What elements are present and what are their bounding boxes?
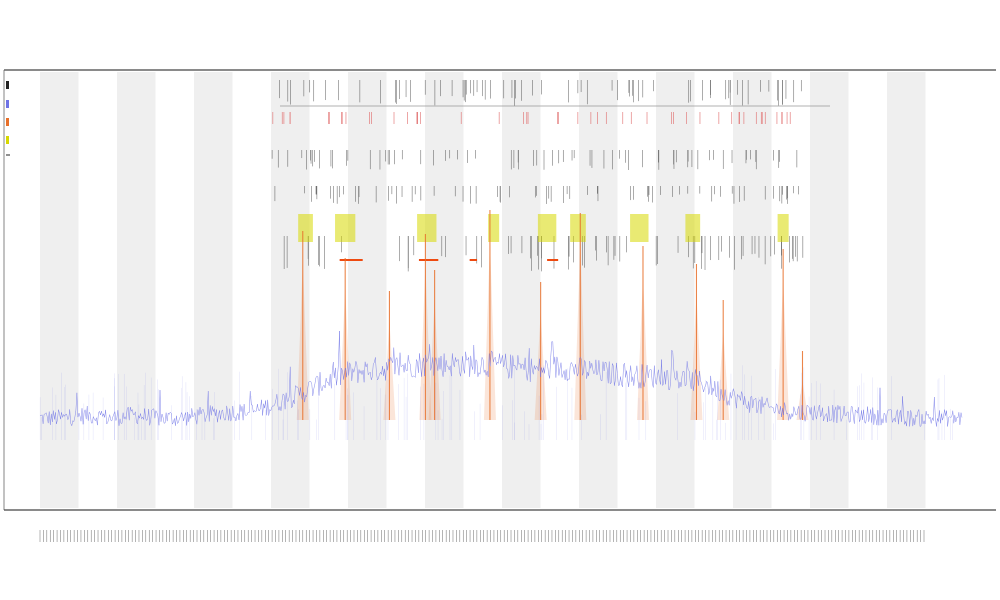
band-2 [194, 72, 233, 508]
legend-swatch-4 [6, 136, 9, 144]
yellow-box-6 [630, 214, 649, 242]
yellow-box-layer [298, 214, 789, 242]
coverage-series [39, 330, 963, 440]
band-9 [733, 72, 772, 508]
band-6 [502, 72, 541, 508]
orange-spike-fill-3 [419, 264, 432, 420]
band-5 [425, 72, 464, 508]
orange-spike-fill-5 [483, 240, 496, 420]
band-0 [40, 72, 79, 508]
yellow-box-5 [570, 214, 586, 242]
yellow-box-7 [685, 214, 701, 242]
band-1 [117, 72, 156, 508]
red-mark-row [272, 112, 791, 124]
legend-swatch-3 [6, 118, 9, 126]
yellow-box-0 [298, 214, 313, 242]
orange-spike-fill-11 [777, 279, 790, 420]
orange-spike-fill-8 [636, 276, 649, 420]
orange-spike-fill-4 [428, 300, 441, 420]
band-11 [887, 72, 926, 508]
orange-spike-fill-2 [383, 321, 396, 420]
black-mark-rows [271, 80, 804, 272]
x-tick-labels [39, 530, 925, 542]
band-8 [656, 72, 695, 508]
band-4 [348, 72, 387, 508]
orange-spike-fill-1 [339, 288, 352, 420]
legend-swatch-1 [6, 81, 9, 89]
band-7 [579, 72, 618, 508]
yellow-box-1 [335, 214, 356, 242]
background-bands [40, 72, 926, 508]
coverage-line [39, 330, 963, 427]
band-10 [810, 72, 849, 508]
orange-spike-fill-0 [296, 261, 309, 420]
yellow-box-2 [417, 214, 437, 242]
orange-spike-layer [296, 210, 809, 420]
yellow-box-3 [488, 214, 500, 242]
orange-spike-fill-6 [534, 312, 547, 420]
legend-swatch-2 [6, 100, 9, 108]
yellow-box-4 [537, 214, 557, 242]
yellow-box-8 [777, 214, 789, 242]
legend [6, 81, 10, 156]
